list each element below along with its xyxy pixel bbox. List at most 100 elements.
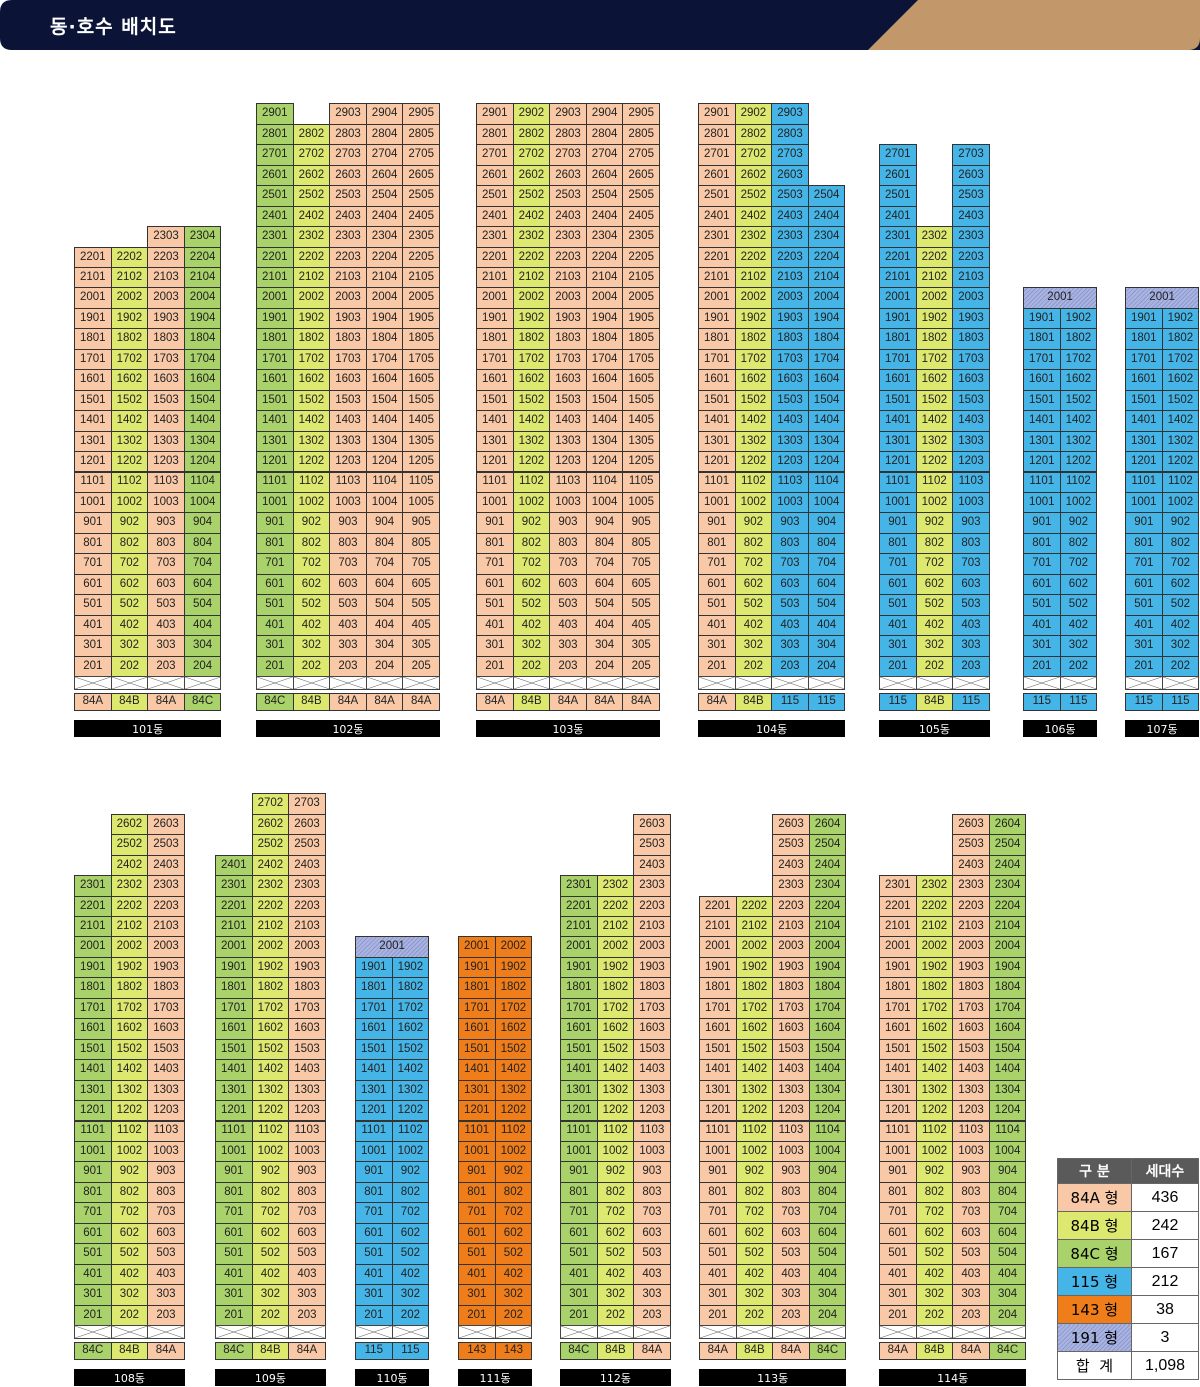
unit-cell: 1601	[560, 1018, 598, 1040]
unit-cell: 1401	[74, 410, 112, 432]
unit-cell: 1102	[110, 1120, 149, 1142]
unit-cell: 1203	[772, 1100, 810, 1122]
unit-cell: 703	[147, 1202, 185, 1224]
unit-cell: 2305	[402, 226, 440, 248]
unit-cell: 701	[560, 1202, 598, 1224]
unit-cell: 1201	[74, 451, 112, 473]
unit-cell: 1101	[699, 1120, 737, 1142]
unit-cell: 1301	[1023, 430, 1061, 453]
unit-type-cell: 115	[1161, 693, 1200, 711]
unit-cell: 904	[988, 1161, 1027, 1183]
piloti-cell	[1125, 676, 1163, 690]
unit-cell: 202	[596, 1304, 635, 1326]
unit-cell: 1204	[807, 451, 846, 473]
unit-cell: 1903	[952, 307, 990, 330]
unit-cell: 1401	[699, 1059, 737, 1081]
unit-cell: 2203	[772, 895, 810, 917]
unit-cell: 1101	[1125, 471, 1163, 493]
unit-cell: 1004	[807, 491, 846, 514]
unit-cell: 1602	[110, 1018, 149, 1040]
unit-cell: 2304	[808, 875, 847, 897]
unit-cell: 903	[771, 512, 809, 534]
piloti-cell	[292, 676, 331, 690]
unit-cell: 1902	[110, 307, 149, 330]
legend-row-84B: 84B 형 242	[1057, 1211, 1199, 1240]
unit-cell: 2501	[476, 185, 514, 207]
unit-cell: 2402	[292, 205, 331, 228]
unit-cell: 502	[915, 1243, 954, 1265]
page-title: 동·호수 배치도	[50, 16, 177, 38]
unit-cell: 803	[952, 1181, 990, 1204]
unit-cell: 904	[808, 1161, 847, 1183]
unit-cell: 2603	[952, 813, 990, 836]
unit-cell: 1203	[952, 451, 990, 473]
unit-cell: 2503	[633, 834, 671, 856]
piloti-cell	[183, 676, 222, 690]
unit-cell: 1901	[355, 956, 393, 979]
unit-cell: 904	[807, 512, 846, 534]
unit-cell: 203	[772, 1304, 810, 1326]
unit-cell: 1204	[988, 1100, 1027, 1122]
unit-cell: 1601	[1125, 369, 1163, 391]
unit-cell: 2303	[633, 875, 671, 897]
unit-cell: 1502	[915, 389, 954, 412]
unit-cell: 1801	[74, 977, 112, 999]
unit-cell: 1703	[147, 997, 185, 1020]
unit-cell: 1603	[147, 1018, 185, 1040]
unit-cell: 803	[772, 1181, 810, 1204]
unit-cell: 1603	[549, 369, 587, 391]
unit-cell: 504	[585, 594, 624, 616]
unit-cell: 701	[256, 553, 294, 575]
unit-cell: 704	[365, 553, 404, 575]
unit-cell: 1402	[110, 1059, 149, 1081]
unit-cell: 901	[698, 512, 736, 534]
unit-cell: 202	[915, 655, 954, 677]
unit-cell: 902	[1161, 512, 1200, 534]
unit-cell: 1902	[1161, 307, 1200, 330]
legend-type-label: 84A 형	[1057, 1183, 1132, 1212]
unit-cell: 601	[879, 1222, 917, 1245]
unit-cell: 2303	[288, 875, 326, 897]
unit-cell: 901	[1125, 512, 1163, 534]
unit-cell: 404	[585, 614, 624, 637]
unit-cell: 902	[110, 1161, 149, 1183]
unit-cell: 204	[183, 655, 222, 677]
unit-cell: 801	[698, 532, 736, 555]
unit-cell: 603	[147, 573, 185, 596]
unit-cell: 2304	[807, 226, 846, 248]
unit-cell: 903	[952, 512, 990, 534]
unit-cell: 1903	[147, 956, 185, 979]
unit-cell: 1402	[251, 1059, 290, 1081]
unit-cell: 702	[596, 1202, 635, 1224]
unit-cell: 1602	[494, 1018, 533, 1040]
unit-cell: 303	[147, 635, 185, 657]
piloti-cell	[476, 676, 514, 690]
unit-type-cell: 84C	[256, 693, 294, 711]
unit-cell: 302	[734, 635, 773, 657]
unit-cell: 2403	[952, 205, 990, 228]
unit-cell: 1501	[458, 1038, 496, 1061]
unit-cell: 2104	[808, 916, 847, 938]
unit-cell: 2103	[771, 267, 809, 289]
unit-cell: 903	[549, 512, 587, 534]
unit-cell: 303	[549, 635, 587, 657]
unit-cell: 1902	[391, 956, 430, 979]
unit-cell: 2101	[256, 267, 294, 289]
unit-cell: 401	[256, 614, 294, 637]
unit-cell: 302	[391, 1284, 430, 1306]
unit-cell: 1104	[808, 1120, 847, 1142]
unit-cell: 804	[183, 532, 222, 555]
unit-cell: 202	[735, 1304, 774, 1326]
unit-cell: 2102	[734, 267, 773, 289]
unit-cell: 602	[1059, 573, 1098, 596]
unit-cell: 401	[476, 614, 514, 637]
unit-cell: 2201	[879, 246, 917, 268]
unit-cell: 1402	[735, 1059, 774, 1081]
unit-cell: 403	[952, 1263, 990, 1286]
unit-cell: 401	[699, 1263, 737, 1286]
unit-cell: 2102	[292, 267, 331, 289]
unit-cell: 1201	[74, 1100, 112, 1122]
unit-cell: 503	[288, 1243, 326, 1265]
unit-cell: 201	[74, 1304, 112, 1326]
unit-cell: 802	[292, 532, 331, 555]
